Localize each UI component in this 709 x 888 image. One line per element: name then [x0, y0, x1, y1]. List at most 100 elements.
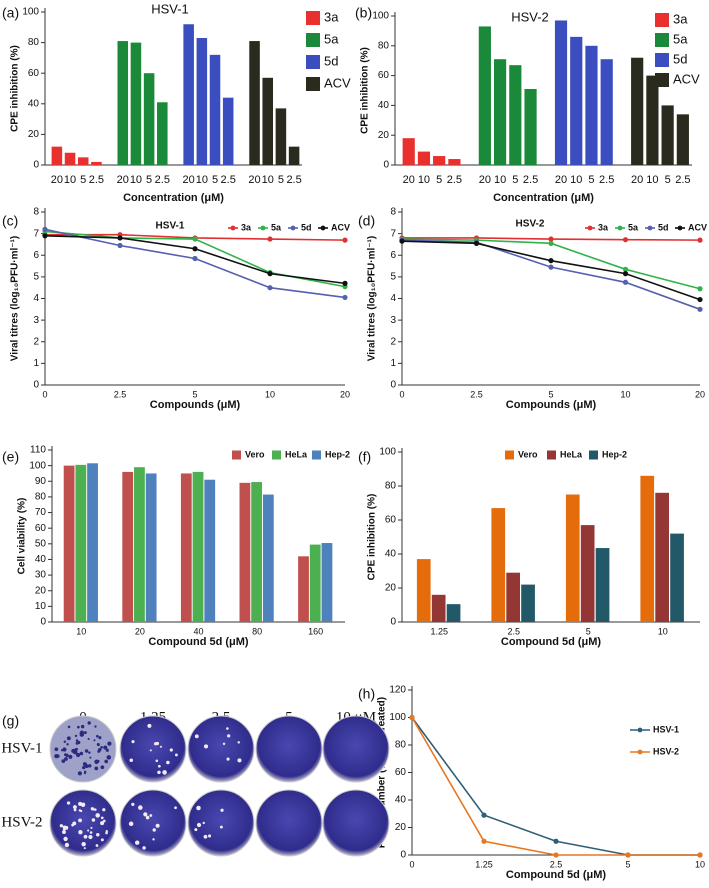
plaque — [202, 821, 205, 825]
bar — [134, 467, 145, 622]
plaque — [87, 737, 90, 740]
y-tick-label: 3 — [390, 315, 396, 326]
x-tick-label: 20 — [695, 389, 705, 399]
plaque — [61, 759, 66, 763]
bar — [646, 75, 659, 165]
row-label: HSV-2 — [1, 814, 42, 830]
point — [342, 294, 348, 301]
y-tick-label: 0 — [390, 380, 396, 391]
y-axis-label: CPE inhibition (%) — [360, 47, 371, 134]
plaque — [152, 828, 156, 832]
plaque — [149, 814, 153, 817]
y-tick-label: 80 — [378, 40, 390, 51]
x-axis-label: Concentration (μM) — [123, 192, 224, 204]
plaque — [166, 760, 170, 765]
plaque — [73, 808, 77, 812]
plaque — [196, 805, 201, 811]
legend-label: 5a — [324, 31, 339, 46]
plaque — [102, 819, 106, 823]
bar — [262, 494, 274, 622]
plaque — [100, 746, 103, 749]
plaque — [78, 818, 82, 823]
legend-label: 5d — [658, 222, 669, 232]
x-axis-label: Compound 5d (μM) — [148, 636, 249, 648]
bar — [239, 482, 251, 622]
y-axis-label: CPE inhibition (%) — [367, 494, 378, 581]
y-tick-label: 40 — [385, 549, 397, 560]
y-tick-label: 40 — [35, 554, 47, 565]
plaque — [94, 766, 99, 771]
point — [622, 271, 629, 277]
plaque — [105, 830, 108, 833]
legend-label: HSV-2 — [653, 746, 679, 756]
x-tick-label: 5 — [212, 174, 218, 186]
x-tick-label: 20 — [555, 174, 567, 186]
plaque — [100, 765, 105, 770]
x-tick-label: 1.25 — [430, 626, 448, 636]
point — [117, 235, 123, 241]
x-tick-label: 5 — [625, 859, 630, 869]
x-tick-label: 20 — [135, 626, 145, 636]
panel-label: (b) — [355, 5, 372, 21]
point — [192, 236, 198, 242]
legend-marker — [637, 749, 643, 755]
x-tick-label: 2.5 — [221, 174, 236, 186]
x-tick-label: 5 — [665, 174, 671, 186]
x-axis-label: Compound 5d (μM) — [501, 636, 602, 648]
plaque — [237, 741, 240, 744]
x-tick-label: 2.5 — [599, 174, 614, 186]
plaque — [75, 739, 79, 742]
line — [401, 238, 701, 290]
plaque — [128, 821, 134, 827]
panel-label: (e) — [2, 449, 19, 465]
x-tick-label: 20 — [248, 174, 260, 186]
point — [117, 242, 123, 249]
x-tick-label: 20 — [340, 389, 350, 399]
plaque — [96, 833, 100, 837]
bar — [494, 59, 507, 165]
bar — [77, 157, 89, 165]
chart-title: HSV-1 — [156, 221, 185, 232]
y-tick-label: 70 — [35, 507, 47, 518]
legend-label: 5a — [271, 222, 282, 232]
bar — [417, 151, 431, 165]
plaque — [100, 821, 105, 826]
plaque — [94, 725, 97, 728]
plaque — [54, 753, 59, 759]
x-tick-label: 80 — [252, 626, 262, 636]
plaque — [194, 734, 199, 739]
legend-swatch — [547, 450, 556, 460]
panel-label: (h) — [358, 686, 375, 702]
legend-label: Vero — [518, 449, 538, 459]
point — [697, 306, 703, 312]
plaque — [102, 808, 106, 812]
x-tick-label: 40 — [193, 626, 203, 636]
y-tick-label: 7 — [390, 228, 396, 239]
y-tick-label: 40 — [395, 795, 407, 806]
x-tick-label: 10 — [262, 174, 274, 186]
plaque — [145, 815, 150, 820]
x-tick-label: 0 — [409, 859, 414, 869]
bar — [209, 54, 221, 166]
plaque — [83, 771, 87, 775]
legend-swatch — [589, 450, 598, 460]
bar — [262, 77, 274, 165]
point — [548, 240, 554, 246]
y-tick-label: 40 — [28, 98, 40, 109]
bar — [491, 508, 506, 622]
bar — [448, 159, 461, 165]
plaque — [71, 823, 75, 827]
legend-swatch — [655, 73, 669, 87]
plaque — [88, 764, 92, 768]
y-tick-label: 110 — [30, 445, 46, 456]
point — [473, 240, 480, 246]
point — [622, 266, 629, 272]
plaque — [66, 743, 69, 746]
bar — [631, 57, 644, 165]
legend-marker — [587, 225, 593, 231]
plaque — [203, 834, 208, 839]
bar — [570, 36, 583, 165]
plate — [49, 715, 117, 783]
plaque — [105, 748, 109, 752]
bar — [509, 65, 522, 165]
